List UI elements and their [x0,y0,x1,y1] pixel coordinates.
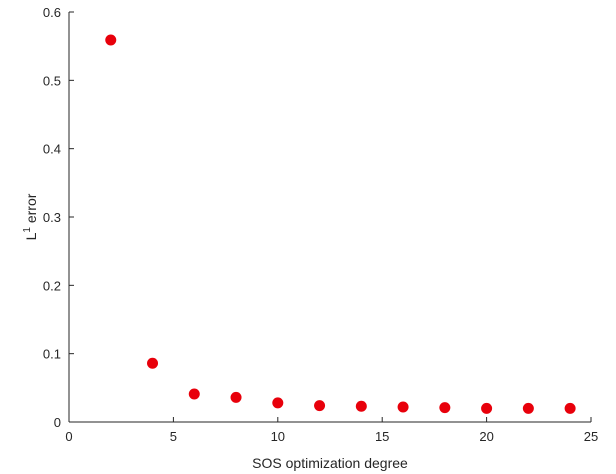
y-tick-label: 0.3 [43,210,61,225]
x-tick-label: 5 [170,429,177,444]
data-point [355,400,367,412]
data-point [481,402,493,414]
plot-area [69,12,591,422]
data-point [564,402,576,414]
y-tick-label: 0 [54,415,61,430]
data-point [439,402,451,414]
y-tick-label: 0.2 [43,278,61,293]
y-axis-label-base: L [23,232,39,240]
data-points [105,34,576,414]
data-point [147,357,159,369]
y-axis-label: L1 error [22,193,39,240]
y-tick-label: 0.5 [43,73,61,88]
y-axis-label-rest: error [23,193,39,227]
data-point [230,391,242,403]
data-point [397,401,409,413]
y-tick-label: 0.6 [43,5,61,20]
data-point [522,402,534,414]
x-tick-label: 10 [271,429,285,444]
x-ticks: 0 5 10 15 20 25 [65,417,598,444]
x-tick-label: 25 [584,429,598,444]
data-point [272,397,284,409]
y-tick-label: 0.4 [43,142,61,157]
x-tick-label: 20 [479,429,493,444]
y-ticks: 0 0.1 0.2 0.3 0.4 0.5 0.6 [43,5,74,430]
data-point [105,34,117,46]
x-tick-label: 15 [375,429,389,444]
x-axis-label: SOS optimization degree [252,455,408,471]
x-tick-label: 0 [65,429,72,444]
data-point [188,388,200,400]
y-axis-label-superscript: 1 [22,227,33,233]
y-tick-label: 0.1 [43,347,61,362]
data-point [314,400,326,412]
